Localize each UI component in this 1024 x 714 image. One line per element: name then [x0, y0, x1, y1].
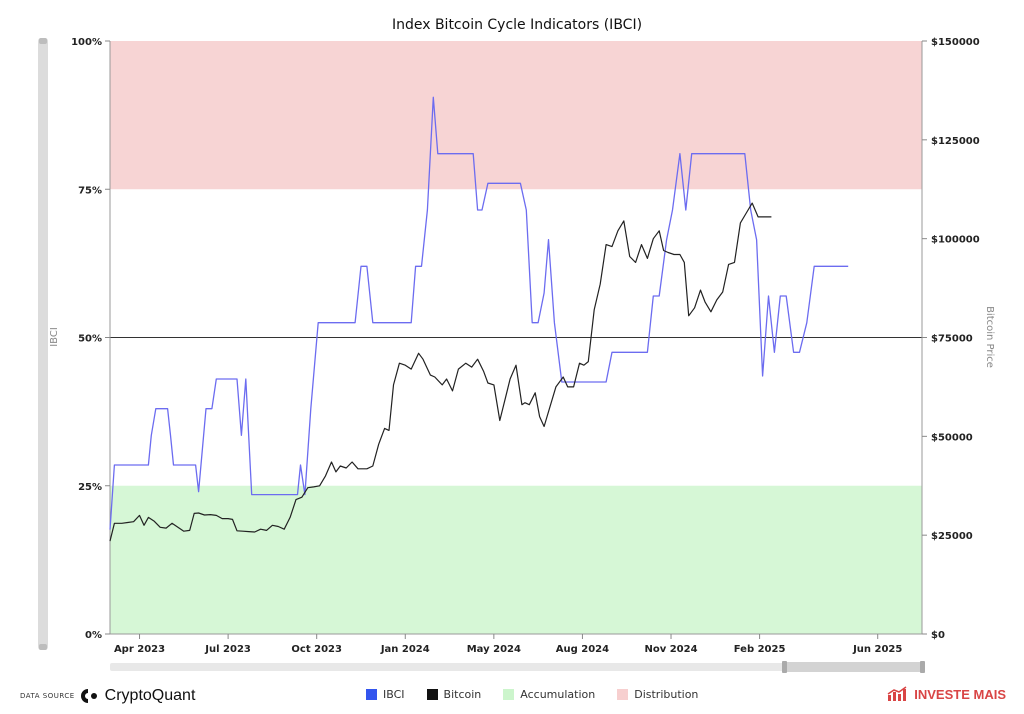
- vertical-scrollbar-track[interactable]: [38, 38, 48, 650]
- data-source: DATA SOURCE CryptoQuant: [20, 687, 195, 705]
- horizontal-navigator-track[interactable]: [110, 663, 922, 671]
- legend-label: IBCI: [383, 688, 405, 701]
- x-tick-label: Nov 2024: [644, 644, 697, 655]
- right-tick-label: $75000: [931, 334, 973, 345]
- right-tick-label: $0: [931, 630, 945, 641]
- legend-item-bitcoin[interactable]: Bitcoin: [426, 688, 482, 701]
- series-line-bitcoin: [109, 202, 772, 542]
- left-tick-label: 100%: [71, 37, 102, 48]
- horizontal-navigator-window[interactable]: [784, 662, 922, 672]
- legend-swatch: [366, 689, 377, 700]
- series-line-ibci: [109, 96, 849, 530]
- left-tick-label: 0%: [85, 630, 102, 641]
- x-tick-label: Aug 2024: [556, 644, 609, 655]
- right-tick-label: $125000: [931, 136, 980, 147]
- navigator-left-handle[interactable]: [782, 661, 787, 673]
- right-tick-label: $50000: [931, 432, 973, 443]
- cryptoquant-logo-icon: [80, 689, 97, 703]
- legend-item-distribution[interactable]: Distribution: [617, 688, 698, 701]
- vertical-scrollbar-top-handle[interactable]: [39, 38, 47, 44]
- legend-swatch: [426, 689, 438, 700]
- x-tick-label: May 2024: [467, 644, 521, 655]
- x-tick-label: Jul 2023: [204, 644, 251, 655]
- x-tick-label: Jun 2025: [852, 644, 902, 655]
- data-source-label: DATA SOURCE: [20, 692, 75, 700]
- legend-label: Distribution: [634, 688, 699, 701]
- x-tick-label: Jan 2024: [380, 644, 430, 655]
- legend-label: Accumulation: [520, 688, 596, 701]
- right-tick-label: $100000: [931, 235, 980, 246]
- band-distribution: [110, 41, 922, 190]
- ibci-chart: Index Bitcoin Cycle Indicators (IBCI) 10…: [38, 17, 995, 673]
- x-tick-label: Feb 2025: [734, 644, 786, 655]
- plot-area: 100% 75% 50% 25% 0% $150000 $125000 $100000 $750…: [71, 37, 980, 655]
- x-tick-label: Apr 2023: [114, 644, 165, 655]
- chart-title: Index Bitcoin Cycle Indicators (IBCI): [392, 17, 642, 33]
- data-source-name: CryptoQuant: [104, 687, 196, 704]
- legend-swatch: [617, 689, 629, 700]
- vertical-scrollbar-bottom-handle[interactable]: [39, 644, 47, 650]
- left-tick-label: 25%: [78, 482, 102, 493]
- right-tick-label: $25000: [931, 531, 973, 542]
- bar-chart-logo-icon: [887, 686, 907, 701]
- legend-item-ibci[interactable]: IBCI: [366, 688, 405, 701]
- brand-name: INVESTE MAIS: [914, 686, 1006, 702]
- legend-swatch: [503, 689, 515, 700]
- right-tick-label: $150000: [931, 37, 980, 48]
- brand: INVESTE MAIS: [887, 686, 1006, 702]
- legend-label: Bitcoin: [443, 688, 482, 701]
- left-tick-label: 50%: [78, 334, 102, 345]
- left-axis-label: IBCI: [49, 327, 60, 347]
- band-accumulation: [110, 485, 922, 634]
- right-axis-label: Bitcoin Price: [984, 306, 995, 368]
- legend-item-accumulation[interactable]: Accumulation: [503, 688, 595, 701]
- navigator-right-handle[interactable]: [920, 661, 925, 673]
- left-tick-label: 75%: [78, 185, 102, 196]
- chart-footer: DATA SOURCE CryptoQuant IBCI Bitcoin Acc…: [0, 684, 1024, 708]
- x-tick-label: Oct 2023: [291, 644, 342, 655]
- chart-legend: IBCI Bitcoin Accumulation Distribution: [366, 688, 698, 701]
